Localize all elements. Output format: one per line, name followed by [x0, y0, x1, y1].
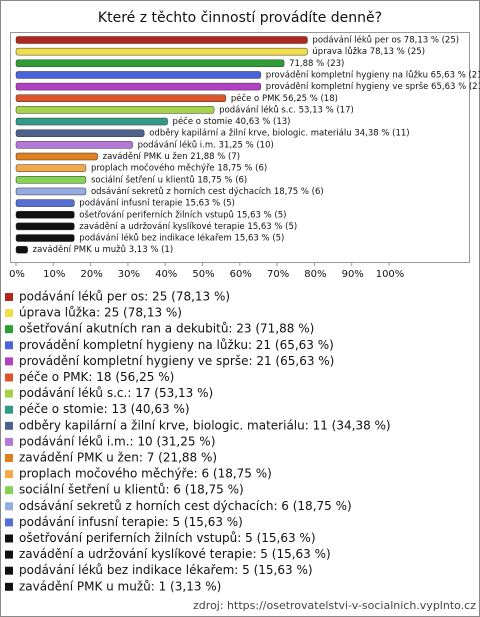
value-label: 71,88 % (23) [289, 59, 344, 69]
value-label: proplach močového měchýře 18,75 % (6) [91, 163, 267, 174]
legend-swatch [5, 550, 13, 559]
bar [15, 129, 145, 137]
bar [15, 245, 28, 254]
value-label: podávání léků i.m. 31,25 % (10) [138, 139, 274, 150]
bar [15, 164, 87, 172]
legend-label: úprava lůžka: 25 (78,13 %) [19, 306, 182, 320]
value-label: odsávání sekretů z horních cest dýchacíc… [91, 186, 324, 197]
legend-swatch [5, 437, 13, 446]
legend-label: zavádění a udržování kyslíkové terapie: … [19, 547, 331, 561]
legend-label: sociální šetření u klientů: 6 (18,75 %) [19, 483, 244, 497]
legend-swatch [5, 502, 13, 511]
value-label: provádění kompletní hygieny na lůžku 65,… [266, 69, 480, 80]
bar [15, 82, 262, 91]
legend-swatch [5, 421, 13, 430]
bar [15, 36, 308, 44]
bar [15, 94, 227, 102]
bar [15, 71, 262, 79]
source: zdroj: https://osetrovatelstvi-v-socialn… [193, 599, 476, 612]
value-label: provádění kompletní hygieny ve sprše 65,… [266, 81, 480, 92]
bar [15, 222, 75, 231]
x-tick-label: 80% [304, 269, 326, 280]
legend-swatch [5, 373, 13, 382]
x-tick-label: 70% [267, 269, 289, 280]
legend-swatch [5, 582, 13, 591]
value-label: podávání léků s.c. 53,13 % (17) [219, 104, 354, 115]
legend-swatch [5, 534, 13, 543]
legend-label: péče o stomie: 13 (40,63 %) [19, 402, 190, 416]
legend-label: péče o PMK: 18 (56,25 %) [19, 370, 174, 384]
legend-label: ošetřování periferních žilních vstupů: 5… [19, 531, 316, 545]
x-tick-label: 100% [376, 269, 405, 280]
legend-label: proplach močového měchýře: 6 (18,75 %) [19, 467, 272, 481]
legend-label: podávání léků bez indikace lékařem: 5 (1… [19, 563, 313, 577]
legend-label: podávání léků i.m.: 10 (31,25 %) [19, 434, 215, 448]
x-tick-label: 90% [342, 269, 364, 280]
bar [15, 117, 168, 126]
bar [15, 47, 308, 56]
bar [15, 211, 75, 219]
value-label: podávání léků per os 78,13 % (25) [312, 35, 459, 46]
bar [15, 176, 87, 184]
legend-label: podávání léků per os: 25 (78,13 %) [19, 290, 230, 304]
bar [15, 187, 87, 196]
value-label: zavádění PMK u žen 21,88 % (7) [103, 152, 240, 162]
legend-swatch [5, 309, 13, 318]
legend-label: ošetřování akutních ran a dekubitů: 23 (… [19, 322, 314, 336]
legend-label: provádění kompletní hygieny na lůžku: 21… [19, 338, 334, 352]
legend-swatch [5, 454, 13, 462]
legend-swatch [5, 389, 13, 398]
x-tick-label: 10% [43, 269, 65, 280]
legend-swatch [5, 293, 13, 301]
value-label: ošetřování periferních žilních vstupů 15… [79, 209, 286, 220]
legend-swatch [5, 518, 13, 527]
bar [15, 106, 215, 114]
legend-swatch [5, 470, 13, 479]
bar [15, 141, 133, 149]
value-label: sociální šetření u klientů 18,75 % (6) [91, 174, 247, 185]
legend-swatch [5, 405, 13, 414]
legend-label: provádění kompletní hygieny ve sprše: 21… [19, 354, 334, 368]
x-tick-label: 0% [9, 269, 25, 280]
legend-label: podávání léků s.c.: 17 (53,13 %) [19, 386, 213, 400]
bar [15, 152, 98, 161]
legend-swatch [5, 486, 13, 495]
value-label: úprava lůžka 78,13 % (25) [312, 46, 425, 57]
bar [15, 234, 75, 242]
bar [15, 59, 285, 68]
x-tick-label: 50% [192, 269, 214, 280]
x-tick-label: 40% [155, 269, 177, 280]
legend-label: zavádění PMK u žen: 7 (21,88 %) [19, 451, 217, 465]
legend-label: zavádění PMK u mužů: 1 (3,13 %) [19, 579, 221, 593]
legend-swatch [5, 566, 13, 575]
legend-label: podávání infusní terapie: 5 (15,63 %) [19, 515, 243, 529]
value-label: podávání infusní terapie 15,63 % (5) [79, 199, 235, 209]
legend-swatch [5, 325, 13, 334]
value-label: odběry kapilární a žilní krve, biologic.… [149, 129, 409, 139]
x-tick-label: 30% [118, 269, 140, 280]
bar [15, 199, 75, 207]
value-label: podávání léků bez indikace lékařem 15,63… [79, 233, 284, 244]
chart-title: Které z těchto činností provádíte denně? [98, 10, 382, 26]
value-label: zavádění a udržování kyslíkové terapie 1… [79, 221, 297, 232]
value-label: péče o PMK 56,25 % (18) [231, 93, 338, 104]
legend-label: odsávání sekretů z horních cest dýchacíc… [19, 499, 352, 513]
x-tick-label: 20% [80, 269, 102, 280]
value-label: péče o stomie 40,63 % (13) [173, 116, 291, 127]
legend-swatch [5, 341, 13, 350]
legend-label: odběry kapilární a žilní krve, biologic.… [19, 418, 391, 432]
x-tick-label: 60% [230, 269, 252, 280]
value-label: zavádění PMK u mužů 3,13 % (1) [33, 244, 173, 255]
legend-swatch [5, 357, 13, 366]
